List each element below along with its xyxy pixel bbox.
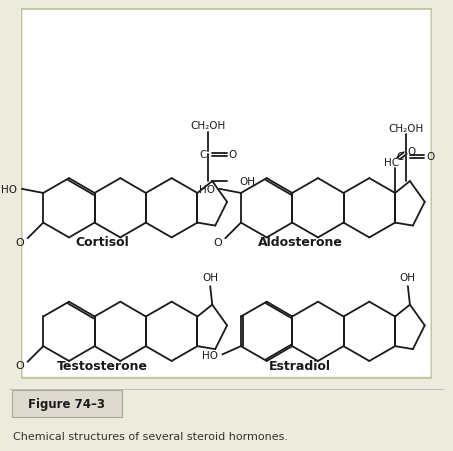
- Text: CH₂OH: CH₂OH: [388, 123, 424, 133]
- Text: O: O: [16, 237, 24, 247]
- Text: Testosterone: Testosterone: [57, 359, 148, 372]
- Text: OH: OH: [202, 272, 218, 282]
- Text: Aldosterone: Aldosterone: [258, 236, 342, 249]
- Text: HO: HO: [1, 184, 18, 194]
- Text: HO: HO: [199, 184, 215, 194]
- FancyBboxPatch shape: [12, 390, 122, 417]
- Text: OH: OH: [400, 272, 416, 282]
- Text: Chemical structures of several steroid hormones.: Chemical structures of several steroid h…: [13, 431, 288, 441]
- Text: O: O: [426, 152, 434, 162]
- Text: O: O: [229, 150, 237, 160]
- Text: C: C: [397, 152, 404, 162]
- Text: OH: OH: [239, 177, 255, 187]
- Text: Estradiol: Estradiol: [269, 359, 331, 372]
- Text: O: O: [16, 360, 24, 370]
- Text: Figure 74–3: Figure 74–3: [29, 397, 106, 410]
- Text: O: O: [213, 237, 222, 247]
- Text: HC: HC: [384, 158, 400, 168]
- Text: HO: HO: [202, 350, 218, 360]
- Text: O: O: [407, 146, 416, 156]
- Text: Cortisol: Cortisol: [76, 236, 130, 249]
- FancyBboxPatch shape: [21, 10, 432, 378]
- Text: CH₂OH: CH₂OH: [191, 121, 226, 131]
- Text: C: C: [199, 150, 207, 160]
